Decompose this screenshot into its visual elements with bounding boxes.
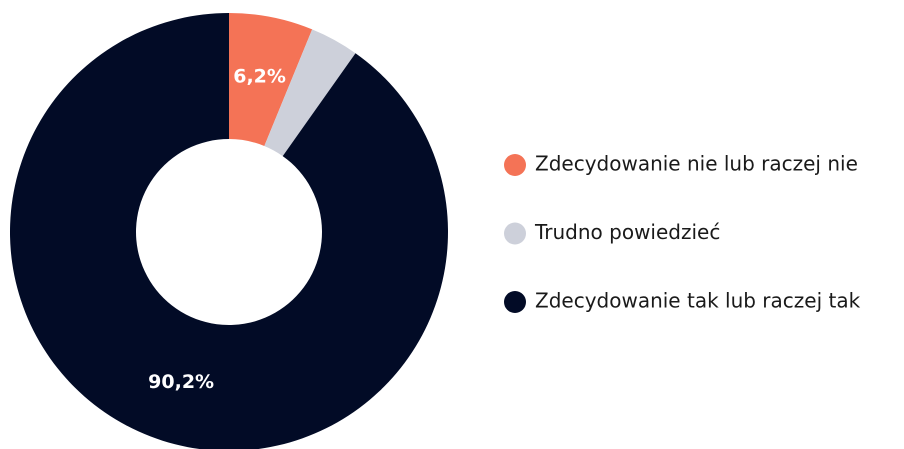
donut-segment: [9, 13, 448, 449]
legend-label: Zdecydowanie nie lub raczej nie: [535, 152, 858, 176]
donut-segment: [264, 29, 356, 157]
donut-segment: [229, 13, 313, 146]
legend-label: Trudno powiedzieć: [534, 220, 720, 244]
legend-marker: [504, 222, 526, 245]
legend-label: Zdecydowanie tak lub raczej tak: [535, 289, 861, 313]
legend-marker: [504, 291, 526, 313]
value-label: 90,2%: [148, 371, 214, 393]
legend-marker: [504, 154, 526, 176]
value-label: 6,2%: [233, 65, 286, 87]
